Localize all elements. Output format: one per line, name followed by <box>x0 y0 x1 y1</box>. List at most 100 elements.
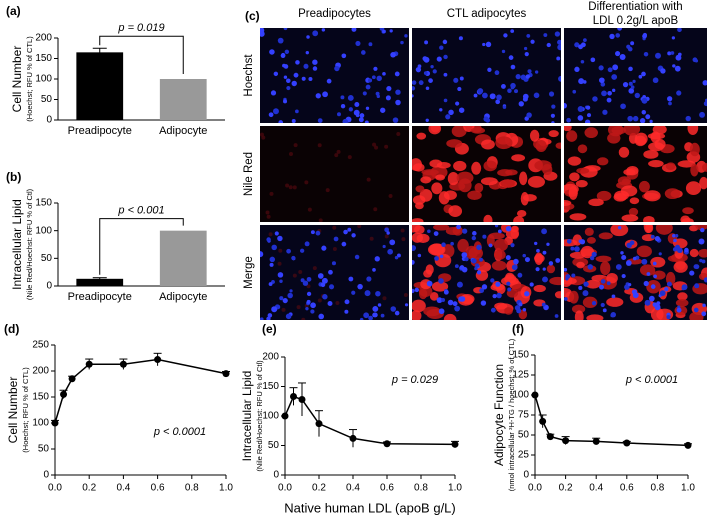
lipid-cell <box>534 160 552 171</box>
nucleus <box>301 76 306 81</box>
nucleus <box>672 247 678 252</box>
nucleus <box>622 82 629 88</box>
nucleus <box>372 268 376 272</box>
lipid-cell <box>428 126 442 135</box>
nucleus <box>394 71 400 77</box>
lipid-cell <box>435 174 445 181</box>
nucleus <box>600 279 606 284</box>
micrograph-bg <box>260 126 409 222</box>
nucleus <box>380 313 385 318</box>
lipid-cell <box>289 151 294 156</box>
lipid-cell <box>569 172 580 182</box>
micrograph <box>412 28 561 123</box>
lipid-cell <box>277 261 282 266</box>
nucleus <box>321 277 328 284</box>
point <box>154 356 162 364</box>
nucleus <box>397 253 401 258</box>
nucleus <box>281 52 286 58</box>
nucleus <box>619 54 626 60</box>
nucleus <box>546 242 550 246</box>
lipid-cell <box>654 138 666 150</box>
nucleus <box>666 281 672 287</box>
nucleus <box>638 74 643 79</box>
point <box>222 370 230 378</box>
lipid-cell <box>564 126 572 132</box>
x-tick-label: Preadipocyte <box>68 125 132 137</box>
bar <box>76 52 124 120</box>
lipid-cell <box>301 317 306 320</box>
x-tick-label: 0.6 <box>380 483 394 494</box>
nucleus <box>510 29 515 33</box>
lipid-cell <box>366 177 371 182</box>
lipid-cell <box>384 144 389 149</box>
y-axis-sublabel: (Hoechst; RFU % of CTL) <box>21 367 30 453</box>
nucleus <box>485 41 492 48</box>
nucleus <box>546 42 551 48</box>
lipid-cell <box>429 291 439 301</box>
nucleus <box>373 66 378 71</box>
point <box>562 437 570 445</box>
nucleus <box>306 299 311 304</box>
x-tick-label: 0.8 <box>414 483 428 494</box>
nucleus <box>414 287 420 293</box>
lipid-cell <box>613 193 627 202</box>
significance-bracket <box>99 218 184 275</box>
micrograph <box>564 225 707 320</box>
nucleus <box>363 312 370 319</box>
nucleus <box>634 92 640 99</box>
lipid-cell <box>504 274 517 284</box>
nucleus <box>300 248 305 253</box>
lipid-cell <box>372 142 377 147</box>
nucleus <box>474 266 478 271</box>
nucleus <box>390 52 396 58</box>
y-tick-label: 200 <box>262 352 279 363</box>
nucleus <box>268 112 274 118</box>
nucleus <box>342 118 349 123</box>
nucleus <box>524 291 530 297</box>
nucleus <box>656 301 661 306</box>
nucleus <box>448 109 454 116</box>
nucleus <box>583 281 589 287</box>
nucleus <box>645 114 651 120</box>
nucleus <box>343 229 348 235</box>
nucleus <box>331 261 337 266</box>
nucleus <box>507 88 512 93</box>
nucleus <box>295 109 299 114</box>
nucleus <box>341 53 347 59</box>
nucleus <box>677 247 683 254</box>
nucleus <box>676 90 682 96</box>
nucleus <box>286 85 291 91</box>
nucleus <box>702 80 707 86</box>
nucleus <box>269 256 276 263</box>
nucleus <box>701 259 706 264</box>
nucleus <box>655 52 661 59</box>
nucleus <box>390 306 397 312</box>
nucleus <box>505 255 511 261</box>
nucleus <box>658 252 662 256</box>
lipid-cell <box>266 214 271 219</box>
lipid-cell <box>425 264 434 275</box>
lipid-cell <box>511 154 526 162</box>
nucleus <box>644 299 651 306</box>
nucleus <box>374 256 380 262</box>
nucleus <box>404 34 408 38</box>
micrograph-content <box>412 28 561 123</box>
nucleus <box>481 284 488 290</box>
point <box>349 434 357 442</box>
nucleus <box>273 108 279 115</box>
nucleus <box>404 303 409 307</box>
nucleus <box>424 40 429 45</box>
panel-label: (e) <box>262 322 277 336</box>
micrograph <box>260 28 409 123</box>
nucleus <box>542 267 546 271</box>
lipid-cell <box>621 178 631 185</box>
nucleus <box>289 289 293 293</box>
nucleus <box>652 302 658 307</box>
nucleus <box>701 311 707 317</box>
nucleus <box>441 298 446 303</box>
nucleus <box>580 42 586 48</box>
nucleus <box>291 255 296 261</box>
panel-label: (a) <box>6 4 21 18</box>
nucleus <box>650 284 656 289</box>
y-tick-label: 250 <box>32 340 49 351</box>
